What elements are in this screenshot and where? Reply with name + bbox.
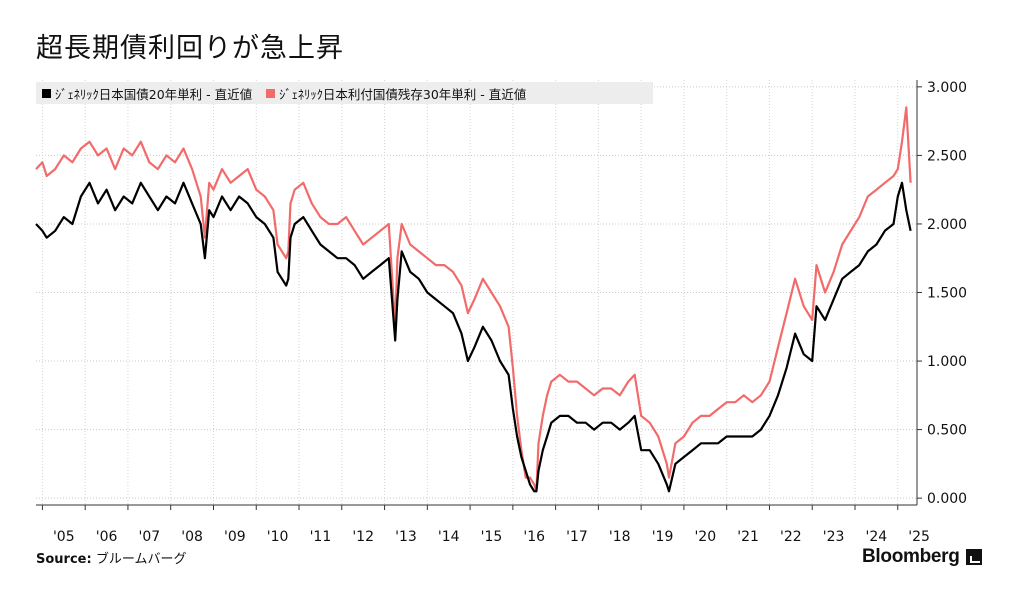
x-tick-label: '20: [694, 529, 716, 545]
legend-swatch-20y: [42, 88, 51, 98]
x-tick-label: '25: [908, 529, 930, 545]
legend: ｼﾞｪﾈﾘｯｸ日本国債20年単利 - 直近値 ｼﾞｪﾈﾘｯｸ日本利付国債残存30…: [36, 82, 653, 104]
x-tick-label: '13: [395, 529, 417, 545]
y-tick-label: 2.500: [927, 148, 967, 164]
x-tick-label: '11: [310, 529, 332, 545]
x-tick-label: '19: [652, 529, 674, 545]
chart-title: 超長期債利回りが急上昇: [36, 33, 344, 64]
series-line-30y: [35, 106, 912, 493]
x-tick-label: '15: [481, 529, 503, 545]
x-tick-label: '16: [523, 529, 545, 545]
legend-item-20y: ｼﾞｪﾈﾘｯｸ日本国債20年単利 - 直近値: [42, 84, 252, 103]
y-tick-label: 2.000: [927, 217, 967, 233]
x-tick-label: '18: [609, 529, 631, 545]
legend-label-30y: ｼﾞｪﾈﾘｯｸ日本利付国債残存30年単利 - 直近値: [279, 86, 527, 102]
x-tick-label: '05: [53, 529, 75, 545]
x-tick-label: '22: [780, 529, 802, 545]
y-tick-label: 3.000: [927, 80, 967, 96]
gridlines: [36, 80, 917, 505]
y-tick-label: 0.500: [927, 423, 967, 439]
y-tick-label: 1.500: [927, 286, 967, 302]
legend-label-20y: ｼﾞｪﾈﾘｯｸ日本国債20年単利 - 直近値: [55, 86, 253, 102]
legend-swatch-30y: [266, 88, 276, 98]
x-tick-label: '14: [438, 529, 460, 545]
brand-logo: Bloomberg: [862, 546, 982, 568]
x-tick-label: '24: [866, 529, 888, 545]
bloomberg-terminal-icon: [965, 549, 982, 565]
series-line-20y: [35, 181, 912, 493]
x-tick-label: '21: [737, 529, 759, 545]
source-text: ブルームバーグ: [95, 552, 187, 567]
x-tick-label: '08: [181, 529, 203, 545]
x-tick-label: '07: [138, 529, 160, 545]
x-tick-label: '12: [352, 529, 374, 545]
series-layer: [35, 106, 912, 493]
x-tick-label: '09: [224, 529, 246, 545]
x-tick-label: '23: [823, 529, 845, 545]
x-tick-label: '17: [566, 529, 588, 545]
axes: 0.000 0.500 1.000 1.500 2.000 2.500 3.000 '05 '0…: [36, 80, 967, 545]
y-tick-label: 0.000: [927, 491, 967, 507]
source-label: Source:: [36, 552, 92, 567]
x-tick-label: '06: [96, 529, 118, 545]
x-tick-label: '10: [267, 529, 289, 545]
y-tick-label: 1.000: [927, 354, 967, 370]
source-note: Source: ブルームバーグ: [36, 548, 186, 567]
brand-name: Bloomberg: [862, 546, 960, 567]
legend-item-30y: ｼﾞｪﾈﾘｯｸ日本利付国債残存30年単利 - 直近値: [266, 84, 526, 103]
